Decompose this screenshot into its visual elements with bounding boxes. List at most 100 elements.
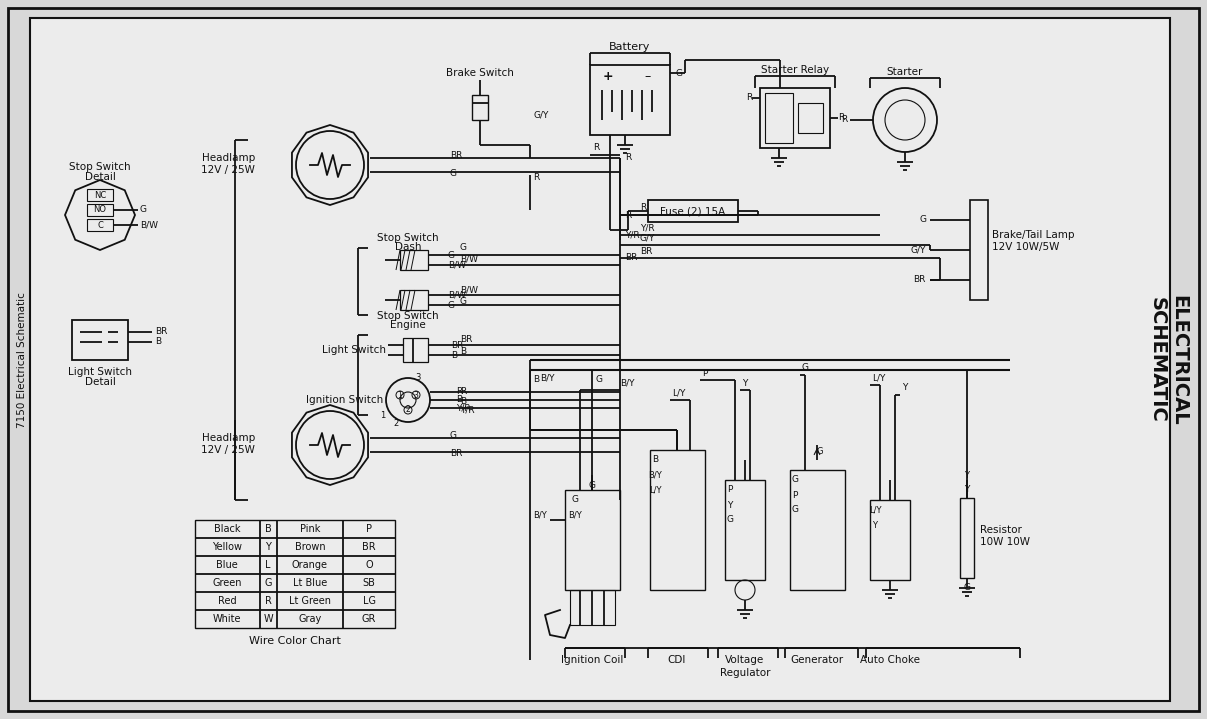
Text: B/Y: B/Y (540, 373, 554, 383)
Text: G: G (140, 206, 147, 214)
Text: G: G (595, 375, 602, 385)
Text: Ignition Coil: Ignition Coil (561, 655, 623, 665)
Text: G: G (571, 495, 578, 505)
Text: NO: NO (93, 206, 106, 214)
Text: GR: GR (362, 614, 377, 624)
Text: B: B (451, 350, 457, 360)
Text: G: G (963, 584, 970, 592)
Text: BR: BR (450, 152, 462, 160)
Text: ELECTRICAL
SCHEMATIC: ELECTRICAL SCHEMATIC (1148, 295, 1189, 426)
Text: B: B (456, 395, 462, 405)
Text: B/W: B/W (140, 221, 158, 229)
Text: Gray: Gray (298, 614, 321, 624)
Text: Ignition Switch: Ignition Switch (305, 395, 383, 405)
Text: G: G (450, 168, 457, 178)
Text: L/Y: L/Y (672, 388, 686, 398)
Text: 12V / 25W: 12V / 25W (202, 165, 255, 175)
Text: R: R (841, 116, 847, 124)
Text: G: G (801, 364, 809, 372)
Bar (970, 200, 989, 300)
Text: 3: 3 (415, 372, 421, 382)
Text: G: G (264, 578, 272, 588)
Text: BR: BR (450, 449, 462, 457)
Text: B/W: B/W (448, 260, 466, 270)
Text: BR: BR (625, 254, 637, 262)
Text: Headlamp: Headlamp (202, 433, 255, 443)
Bar (725, 480, 765, 580)
Text: 1: 1 (380, 411, 385, 419)
Text: R: R (456, 388, 462, 396)
Text: B: B (460, 347, 466, 355)
Bar (760, 88, 830, 148)
Text: Headlamp: Headlamp (202, 153, 255, 163)
Text: Lt Green: Lt Green (288, 596, 331, 606)
Text: Orange: Orange (292, 560, 328, 570)
Text: 2: 2 (406, 406, 410, 414)
Text: 10W 10W: 10W 10W (980, 537, 1030, 547)
Text: G: G (589, 480, 595, 490)
Bar (960, 498, 974, 578)
Text: BR: BR (640, 247, 652, 255)
Bar (400, 290, 428, 310)
Text: G: G (919, 216, 926, 224)
Text: Battery: Battery (610, 42, 651, 52)
Text: G: G (792, 505, 799, 515)
Text: G: G (450, 431, 457, 441)
Bar (72, 320, 128, 360)
Text: G: G (727, 516, 734, 524)
Bar (765, 93, 793, 143)
Bar (791, 470, 845, 590)
Text: P: P (702, 369, 707, 377)
Text: Resistor: Resistor (980, 525, 1022, 535)
Text: O: O (366, 560, 373, 570)
Text: SB: SB (362, 578, 375, 588)
Text: Stop Switch: Stop Switch (377, 311, 439, 321)
Text: B: B (652, 456, 658, 464)
Bar (87, 204, 113, 216)
Text: BR: BR (460, 336, 472, 344)
Text: CDI: CDI (667, 655, 687, 665)
Text: Detail: Detail (84, 377, 116, 387)
Text: B/Y: B/Y (648, 470, 661, 480)
Text: B/W: B/W (448, 290, 466, 300)
Bar (472, 95, 488, 120)
Text: G/Y: G/Y (910, 245, 926, 255)
Text: Starter Relay: Starter Relay (760, 65, 829, 75)
Text: White: White (212, 614, 241, 624)
Text: R: R (460, 388, 466, 396)
Text: Y/R: Y/R (460, 406, 474, 414)
Text: R: R (625, 153, 631, 162)
Text: W: W (263, 614, 273, 624)
Text: Voltage: Voltage (725, 655, 764, 665)
Text: R: R (625, 211, 631, 219)
Bar (590, 65, 670, 135)
Text: Y: Y (964, 470, 969, 480)
Text: R: R (264, 596, 272, 606)
Text: Engine: Engine (390, 320, 426, 330)
Text: Stop Switch: Stop Switch (377, 233, 439, 243)
Text: Y: Y (728, 500, 733, 510)
Text: –: – (645, 70, 651, 83)
Text: Brake Switch: Brake Switch (447, 68, 514, 78)
Text: BR: BR (362, 542, 375, 552)
Text: 7150 Electrical Schematic: 7150 Electrical Schematic (17, 292, 27, 428)
Text: B/Y: B/Y (620, 378, 635, 388)
Text: 1: 1 (397, 390, 402, 400)
Text: L/Y: L/Y (869, 505, 881, 515)
Text: B/Y: B/Y (568, 510, 582, 520)
Bar (87, 189, 113, 201)
Text: Red: Red (217, 596, 237, 606)
Bar (570, 590, 616, 625)
Text: Pink: Pink (299, 524, 320, 534)
Text: R: R (593, 144, 599, 152)
Text: B: B (460, 396, 466, 406)
Text: B/W: B/W (460, 285, 478, 295)
Text: Y: Y (964, 485, 969, 495)
Text: Brake/Tail Lamp: Brake/Tail Lamp (992, 230, 1074, 240)
Text: P: P (792, 490, 798, 500)
Bar (651, 450, 705, 590)
Text: P: P (728, 485, 733, 495)
Text: Light Switch: Light Switch (68, 367, 132, 377)
Text: Y/R: Y/R (625, 231, 640, 239)
Text: Brown: Brown (295, 542, 326, 552)
